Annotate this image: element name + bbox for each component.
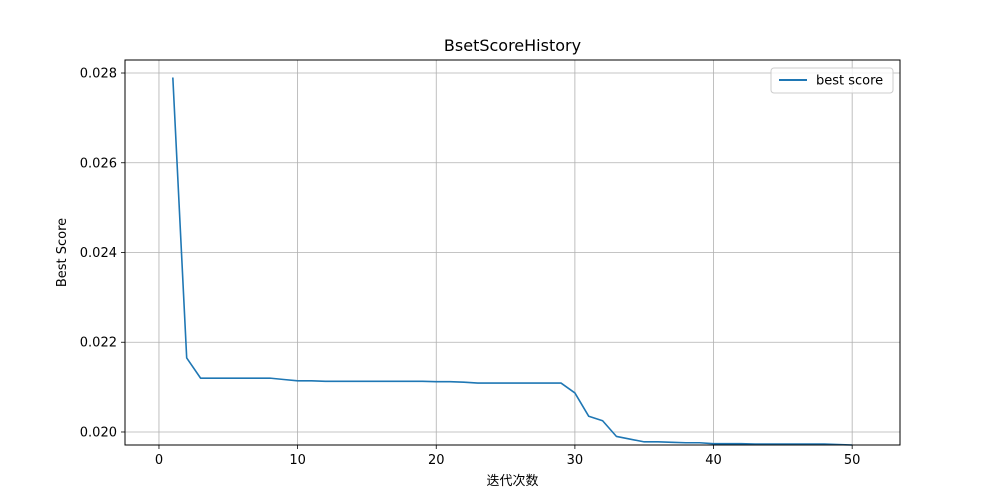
data-point — [352, 380, 354, 382]
series-line-best-score — [172, 77, 853, 446]
axis-ticks: 0 10 20 30 40 50 0.020 0.022 0.024 0.026 0.028 — [80, 67, 861, 468]
data-point — [449, 381, 451, 383]
data-point — [463, 381, 465, 383]
data-point — [186, 357, 188, 359]
data-point — [422, 380, 424, 382]
data-point — [241, 377, 243, 379]
data-point — [394, 380, 396, 382]
data-point — [408, 380, 410, 382]
data-point — [602, 420, 604, 422]
data-point — [172, 77, 174, 79]
x-tick-label: 50 — [844, 453, 861, 468]
y-tick-label: 0.024 — [80, 246, 117, 261]
data-point — [699, 442, 701, 444]
data-point — [740, 443, 742, 445]
x-tick-label: 30 — [567, 453, 584, 468]
y-tick-label: 0.026 — [80, 156, 117, 171]
data-point — [380, 380, 382, 382]
series-layer — [172, 77, 853, 446]
data-point — [435, 381, 437, 383]
y-axis-label: Best Score — [55, 218, 70, 287]
x-tick-label: 40 — [705, 453, 722, 468]
legend: best score — [770, 67, 894, 94]
data-point — [685, 442, 687, 444]
data-point — [727, 443, 729, 445]
data-point — [227, 377, 229, 379]
y-tick-label: 0.022 — [80, 336, 117, 351]
data-point — [477, 382, 479, 384]
data-point — [311, 380, 313, 382]
data-point — [338, 380, 340, 382]
data-point — [200, 377, 202, 379]
data-point — [283, 379, 285, 381]
data-point — [366, 380, 368, 382]
data-point — [574, 392, 576, 394]
data-point — [519, 382, 521, 384]
legend-box — [770, 67, 894, 94]
data-point — [588, 415, 590, 417]
x-tick-label: 0 — [155, 453, 163, 468]
legend-label: best score — [816, 74, 883, 89]
data-point — [616, 436, 618, 438]
x-tick-label: 20 — [428, 453, 445, 468]
chart-title: BsetScoreHistory — [444, 36, 581, 55]
data-point — [325, 380, 327, 382]
data-point — [630, 438, 632, 440]
data-point — [214, 377, 216, 379]
x-axis-label: 迭代次数 — [486, 473, 538, 489]
data-point — [269, 377, 271, 379]
data-point — [533, 382, 535, 384]
data-point — [505, 382, 507, 384]
data-point — [560, 382, 562, 384]
data-point — [643, 441, 645, 443]
data-point — [297, 380, 299, 382]
data-point — [546, 382, 548, 384]
data-point — [713, 443, 715, 445]
y-tick-label: 0.020 — [80, 425, 117, 440]
data-point — [255, 377, 257, 379]
y-tick-label: 0.028 — [80, 67, 117, 82]
data-point — [671, 442, 673, 444]
data-point — [491, 382, 493, 384]
x-tick-label: 10 — [289, 453, 306, 468]
data-point — [657, 441, 659, 443]
